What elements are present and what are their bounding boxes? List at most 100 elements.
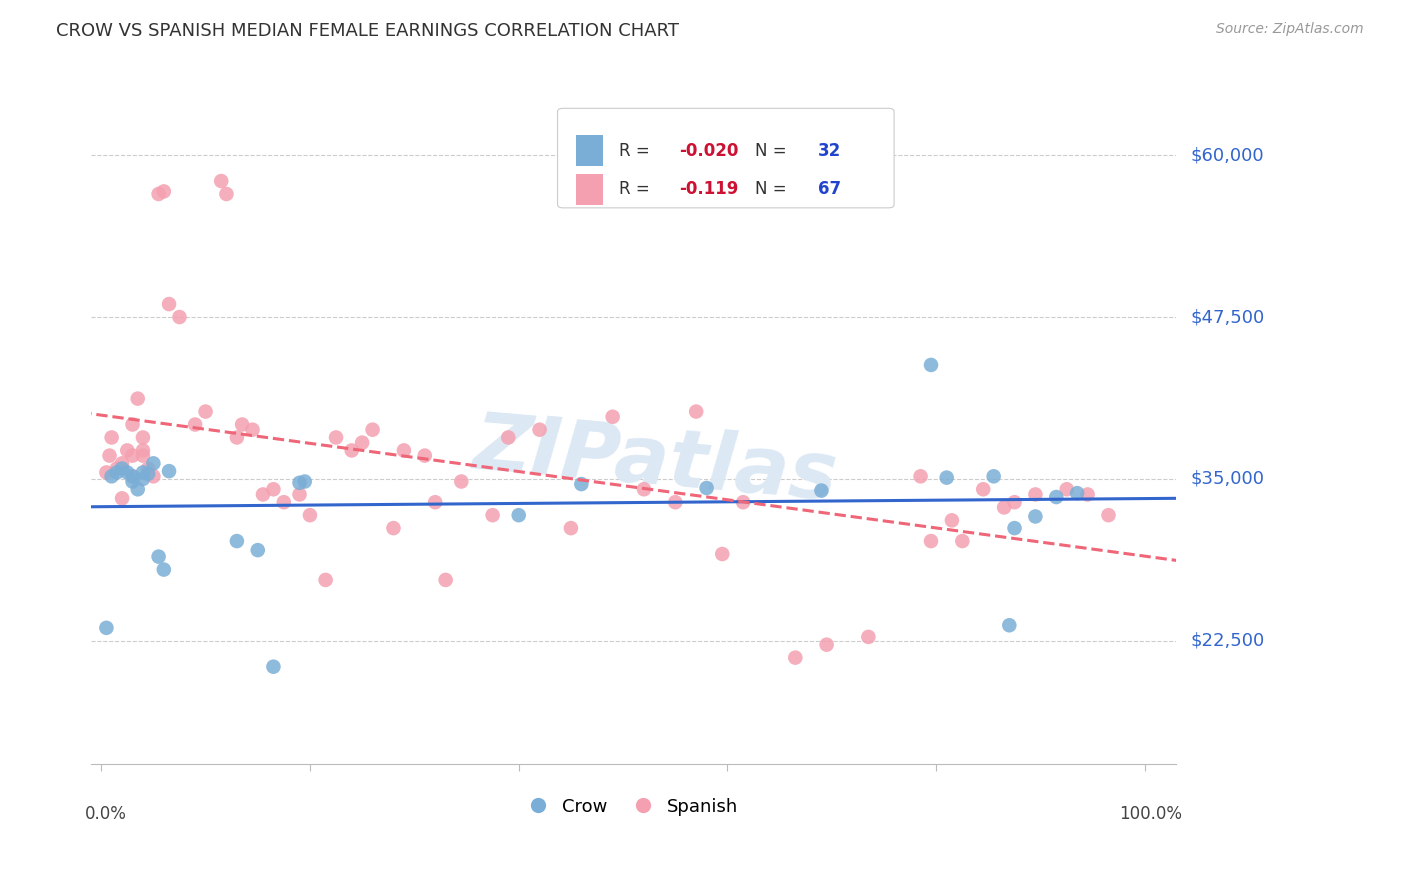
Point bbox=[105, 461, 128, 475]
Bar bbox=[576, 136, 603, 166]
Point bbox=[382, 521, 405, 535]
Point bbox=[983, 469, 1005, 483]
Point bbox=[142, 456, 165, 470]
Legend: Crow, Spanish: Crow, Spanish bbox=[522, 789, 745, 823]
Point bbox=[121, 417, 143, 432]
Point bbox=[127, 483, 149, 497]
Text: CROW VS SPANISH MEDIAN FEMALE EARNINGS CORRELATION CHART: CROW VS SPANISH MEDIAN FEMALE EARNINGS C… bbox=[56, 22, 679, 40]
Point bbox=[127, 392, 149, 406]
Point bbox=[225, 534, 247, 549]
Point bbox=[262, 659, 284, 673]
Point bbox=[352, 435, 374, 450]
Text: R =: R = bbox=[620, 180, 661, 198]
Point bbox=[361, 423, 384, 437]
Point bbox=[273, 495, 295, 509]
Text: 0.0%: 0.0% bbox=[86, 805, 127, 823]
Point bbox=[148, 186, 170, 201]
Point bbox=[157, 464, 180, 478]
Point bbox=[132, 430, 155, 444]
Point bbox=[117, 443, 139, 458]
Point bbox=[132, 466, 155, 480]
Bar bbox=[576, 174, 603, 205]
FancyBboxPatch shape bbox=[558, 108, 894, 208]
Point bbox=[569, 477, 592, 491]
Point bbox=[733, 495, 755, 509]
Point bbox=[298, 508, 321, 523]
Point bbox=[998, 618, 1021, 632]
Point bbox=[153, 185, 176, 199]
Point bbox=[1097, 508, 1119, 523]
Point bbox=[215, 186, 238, 201]
Point bbox=[252, 487, 274, 501]
Point bbox=[508, 508, 530, 523]
Point bbox=[1024, 487, 1046, 501]
Point bbox=[111, 461, 134, 475]
Point bbox=[815, 638, 838, 652]
Point bbox=[425, 495, 447, 509]
Point bbox=[498, 430, 520, 444]
Text: -0.020: -0.020 bbox=[679, 142, 738, 160]
Point bbox=[132, 449, 155, 463]
Point bbox=[262, 483, 284, 497]
Point bbox=[294, 475, 316, 489]
Text: N =: N = bbox=[755, 142, 792, 160]
Point bbox=[972, 483, 994, 497]
Point bbox=[481, 508, 503, 523]
Point bbox=[785, 650, 807, 665]
Point bbox=[117, 466, 139, 480]
Point bbox=[413, 449, 436, 463]
Point bbox=[169, 310, 191, 324]
Point bbox=[1066, 486, 1088, 500]
Point bbox=[246, 543, 269, 558]
Point bbox=[121, 449, 143, 463]
Point bbox=[633, 483, 655, 497]
Point bbox=[560, 521, 582, 535]
Text: 67: 67 bbox=[818, 180, 841, 198]
Point bbox=[136, 461, 159, 475]
Point bbox=[288, 475, 311, 490]
Point bbox=[100, 430, 122, 444]
Point bbox=[121, 469, 143, 483]
Point bbox=[96, 466, 118, 480]
Text: $47,500: $47,500 bbox=[1191, 308, 1264, 326]
Point bbox=[136, 467, 159, 481]
Point bbox=[315, 573, 337, 587]
Text: R =: R = bbox=[620, 142, 655, 160]
Point bbox=[98, 449, 121, 463]
Point bbox=[148, 549, 170, 564]
Point bbox=[132, 443, 155, 458]
Point bbox=[111, 491, 134, 506]
Point bbox=[194, 404, 217, 418]
Point bbox=[111, 456, 134, 470]
Point bbox=[941, 513, 963, 527]
Text: 32: 32 bbox=[818, 142, 841, 160]
Text: 100.0%: 100.0% bbox=[1119, 805, 1182, 823]
Point bbox=[225, 430, 247, 444]
Point bbox=[231, 417, 253, 432]
Point bbox=[434, 573, 457, 587]
Point bbox=[602, 409, 624, 424]
Point bbox=[920, 358, 942, 372]
Point bbox=[1004, 521, 1026, 535]
Text: Source: ZipAtlas.com: Source: ZipAtlas.com bbox=[1216, 22, 1364, 37]
Point bbox=[993, 500, 1015, 515]
Point bbox=[1045, 490, 1067, 504]
Text: $35,000: $35,000 bbox=[1191, 470, 1264, 488]
Point bbox=[209, 174, 232, 188]
Point bbox=[96, 621, 118, 635]
Point bbox=[105, 466, 128, 480]
Point bbox=[1056, 483, 1078, 497]
Point bbox=[325, 430, 347, 444]
Point bbox=[664, 495, 686, 509]
Point bbox=[858, 630, 880, 644]
Point bbox=[1024, 509, 1046, 524]
Text: -0.119: -0.119 bbox=[679, 180, 738, 198]
Point bbox=[121, 475, 143, 489]
Point bbox=[132, 472, 155, 486]
Point bbox=[340, 443, 363, 458]
Point bbox=[157, 297, 180, 311]
Text: $22,500: $22,500 bbox=[1191, 632, 1264, 649]
Point bbox=[711, 547, 734, 561]
Point bbox=[685, 404, 707, 418]
Point bbox=[910, 469, 932, 483]
